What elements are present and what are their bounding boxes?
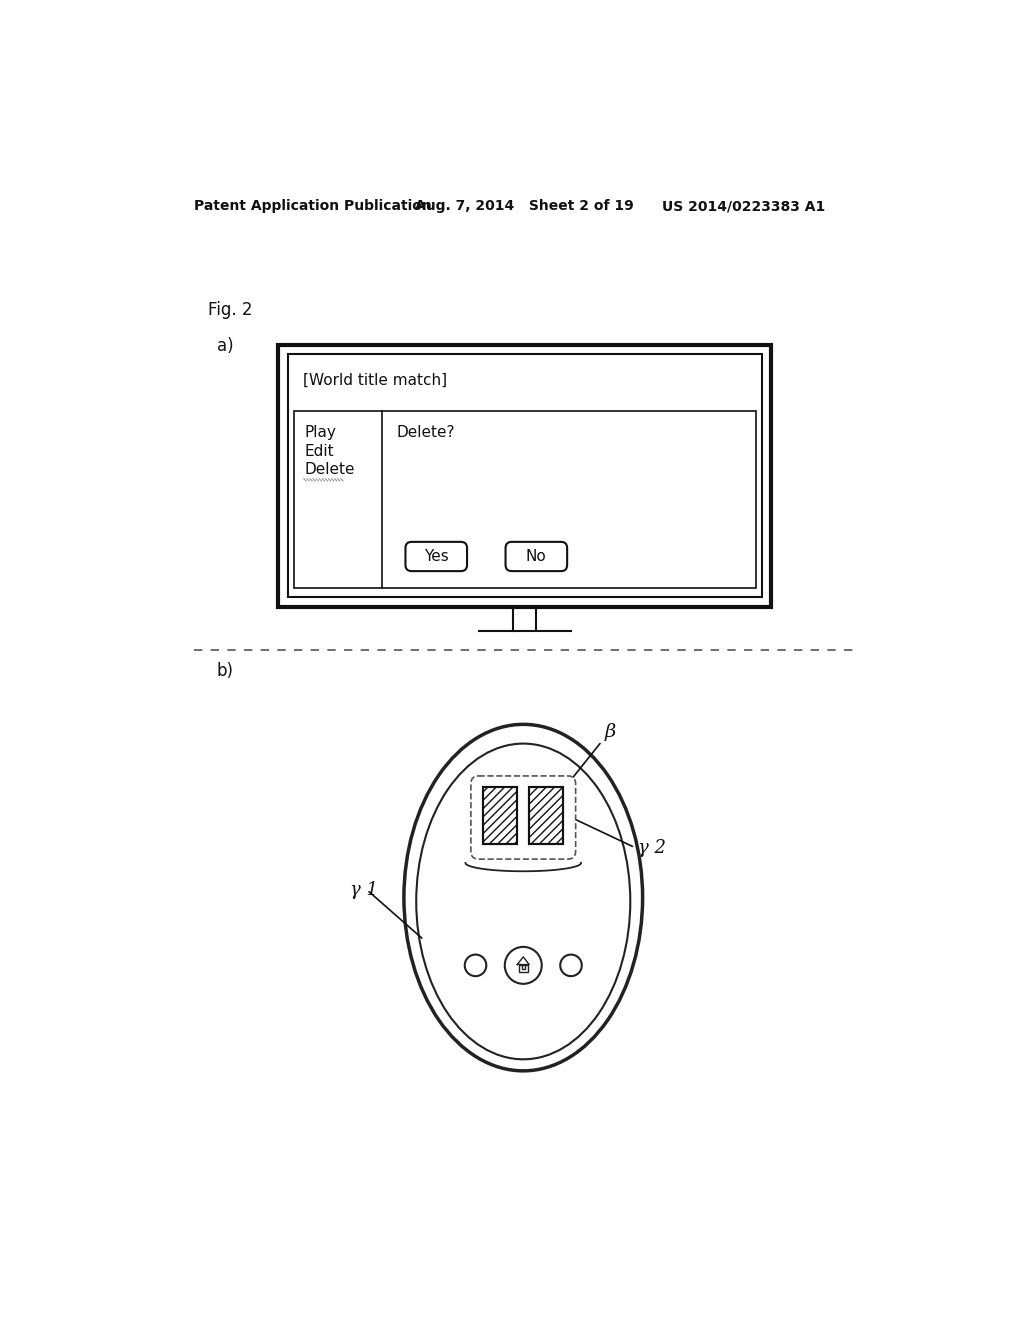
Text: Yes: Yes	[424, 549, 449, 564]
Text: Patent Application Publication: Patent Application Publication	[194, 199, 431, 213]
FancyBboxPatch shape	[506, 543, 567, 572]
Text: γ 1: γ 1	[350, 880, 378, 899]
Text: Delete: Delete	[304, 462, 355, 477]
FancyBboxPatch shape	[471, 776, 575, 859]
Bar	[521, 965, 525, 969]
FancyBboxPatch shape	[406, 543, 467, 572]
Text: US 2014/0223383 A1: US 2014/0223383 A1	[662, 199, 825, 213]
Bar	[483, 787, 517, 845]
Ellipse shape	[416, 743, 631, 1059]
Text: Edit: Edit	[304, 444, 334, 458]
Bar	[529, 787, 563, 845]
Bar	[279, 345, 771, 607]
Text: Aug. 7, 2014   Sheet 2 of 19: Aug. 7, 2014 Sheet 2 of 19	[416, 199, 634, 213]
Text: γ 2: γ 2	[638, 838, 666, 857]
Text: Delete?: Delete?	[396, 425, 455, 440]
Text: β: β	[604, 723, 615, 741]
Bar	[483, 787, 517, 845]
Bar	[294, 411, 756, 589]
Bar	[529, 787, 563, 845]
Text: Fig. 2: Fig. 2	[208, 301, 252, 319]
Text: No: No	[526, 549, 547, 564]
Text: [World title match]: [World title match]	[303, 372, 447, 388]
Ellipse shape	[403, 725, 643, 1071]
Bar	[288, 354, 762, 597]
Text: a): a)	[217, 337, 233, 355]
Text: b): b)	[217, 663, 233, 680]
Text: Play: Play	[304, 425, 337, 440]
Ellipse shape	[465, 954, 486, 977]
Ellipse shape	[505, 946, 542, 983]
Bar	[518, 965, 528, 972]
Ellipse shape	[560, 954, 582, 977]
